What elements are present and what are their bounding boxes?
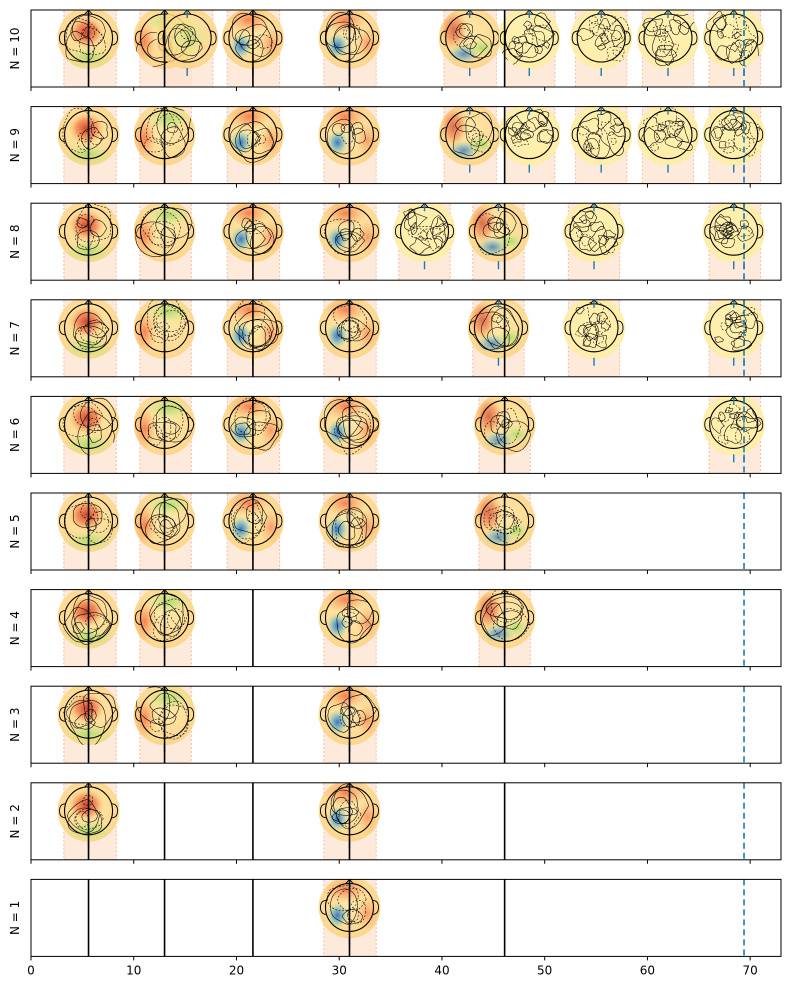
topomap-field: [636, 106, 699, 166]
row-label: N = 3: [8, 708, 22, 742]
topomap: [570, 10, 633, 69]
row-frame: [30, 878, 782, 957]
row-label: N = 2: [8, 804, 22, 838]
topomap-field: [702, 203, 765, 263]
row-frame: [30, 299, 782, 378]
row-n-1: N = 1: [8, 878, 782, 961]
topomap: [636, 106, 699, 166]
topomap-field: [570, 106, 633, 166]
row-n-8: N = 8: [8, 202, 782, 285]
row-label: N = 4: [8, 611, 22, 645]
topomap-field: [473, 589, 536, 649]
x-tick-label: 60: [640, 963, 655, 977]
row-n-6: N = 6: [8, 395, 782, 478]
topomap-field: [393, 203, 456, 263]
row-n-7: N = 7: [8, 299, 782, 381]
x-axis: 0 10 20 30 40 50 60 70: [27, 963, 758, 977]
topomap: [156, 10, 219, 69]
topomap: [393, 203, 456, 263]
row-label: N = 1: [8, 901, 22, 935]
topomap-field: [498, 106, 561, 166]
topomap: [221, 203, 284, 263]
row-label: N = 5: [8, 514, 22, 548]
topomap-field: [702, 106, 765, 166]
topomap: [702, 106, 765, 166]
x-tick-label: 10: [126, 963, 141, 977]
x-tick-label: 0: [27, 963, 35, 977]
row-n-9: N = 9: [8, 106, 782, 188]
row-label: N = 7: [8, 321, 22, 355]
topomap-field: [467, 299, 530, 359]
topomap-field: [570, 10, 633, 69]
row-n-3: N = 3: [8, 685, 782, 768]
topomap-field: [702, 396, 765, 456]
topomap-field: [438, 106, 501, 166]
row-frame: [30, 395, 782, 474]
row-frame: [30, 492, 782, 571]
topomap-field: [702, 10, 765, 69]
row-n-10: N = 10: [8, 9, 782, 91]
topomap-field: [133, 493, 196, 552]
topomap-field: [563, 203, 626, 263]
x-tick-label: 20: [229, 963, 244, 977]
topomap: [702, 299, 765, 359]
topomap: [438, 106, 501, 166]
topomap-field: [702, 299, 765, 359]
row-n-5: N = 5: [8, 492, 782, 574]
x-tick-label: 40: [434, 963, 449, 977]
topomap: [563, 299, 626, 359]
topomap-field: [467, 203, 530, 263]
topomap: [636, 10, 699, 69]
row-frame: [30, 202, 782, 281]
topomap: [467, 203, 530, 263]
row-label: N = 9: [8, 128, 22, 162]
topomap: [467, 299, 530, 359]
topomap: [702, 203, 765, 263]
topomap: [702, 396, 765, 456]
x-tick-label: 30: [332, 963, 347, 977]
row-n-2: N = 2: [8, 782, 782, 864]
row-label: N = 8: [8, 225, 22, 259]
row-label: N = 10: [8, 28, 22, 70]
row-frame: [30, 685, 782, 764]
topomap-field: [498, 10, 561, 69]
topomap-field: [563, 299, 626, 359]
topomap: [438, 10, 501, 69]
row-frame: [30, 9, 782, 88]
topomap: [570, 106, 633, 166]
row-frame: [30, 782, 782, 861]
row-frame: [30, 589, 782, 668]
row-frame: [30, 106, 782, 185]
topomap-field: [438, 10, 501, 69]
topomap: [702, 10, 765, 69]
row-label: N = 6: [8, 418, 22, 452]
topomap: [498, 10, 561, 69]
x-tick-label: 70: [743, 963, 758, 977]
topomap-field: [156, 10, 219, 69]
row-n-4: N = 4: [8, 589, 782, 671]
topomap: [133, 493, 196, 552]
topomap: [498, 106, 561, 166]
x-tick-label: 50: [537, 963, 552, 977]
topomap-field: [221, 203, 284, 263]
topomap-field: [636, 10, 699, 69]
